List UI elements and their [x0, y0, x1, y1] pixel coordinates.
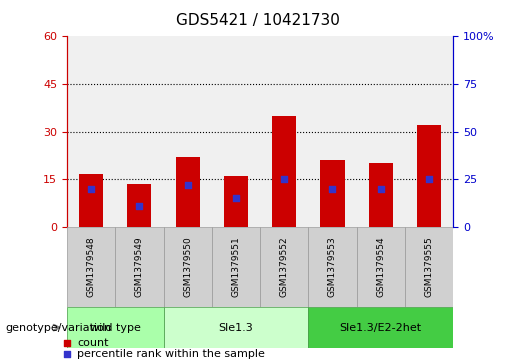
Point: [232, 195, 240, 201]
Text: GSM1379550: GSM1379550: [183, 236, 192, 297]
Bar: [417, 125, 441, 227]
Text: GSM1379549: GSM1379549: [135, 236, 144, 297]
Text: GSM1379554: GSM1379554: [376, 236, 385, 297]
Bar: [212, 227, 260, 307]
Bar: [320, 160, 345, 227]
Bar: [79, 175, 103, 227]
Bar: [163, 307, 308, 348]
Text: percentile rank within the sample: percentile rank within the sample: [77, 349, 265, 359]
Bar: [67, 227, 115, 307]
Bar: [67, 307, 163, 348]
Point: [63, 351, 71, 357]
Point: [425, 176, 433, 182]
Bar: [224, 176, 248, 227]
Point: [87, 186, 95, 192]
Text: wild type: wild type: [90, 323, 141, 333]
Text: Sle1.3/E2-2het: Sle1.3/E2-2het: [340, 323, 422, 333]
Bar: [127, 184, 151, 227]
Bar: [272, 116, 296, 227]
Text: GSM1379553: GSM1379553: [328, 236, 337, 297]
Bar: [405, 227, 453, 307]
Text: GSM1379552: GSM1379552: [280, 236, 289, 297]
Bar: [369, 163, 393, 227]
Bar: [176, 157, 200, 227]
Text: count: count: [77, 338, 109, 348]
Text: GDS5421 / 10421730: GDS5421 / 10421730: [176, 13, 339, 28]
Bar: [308, 307, 453, 348]
Text: genotype/variation: genotype/variation: [5, 323, 111, 333]
Point: [376, 186, 385, 192]
Point: [280, 176, 288, 182]
Text: Sle1.3: Sle1.3: [218, 323, 253, 333]
Text: GSM1379551: GSM1379551: [231, 236, 241, 297]
Bar: [356, 227, 405, 307]
Bar: [308, 227, 356, 307]
Bar: [115, 227, 163, 307]
Point: [183, 182, 192, 188]
Bar: [260, 227, 308, 307]
Bar: [163, 227, 212, 307]
Point: [135, 203, 144, 209]
Point: [329, 186, 337, 192]
Text: GSM1379555: GSM1379555: [424, 236, 434, 297]
Text: GSM1379548: GSM1379548: [87, 236, 96, 297]
Point: [63, 340, 71, 346]
